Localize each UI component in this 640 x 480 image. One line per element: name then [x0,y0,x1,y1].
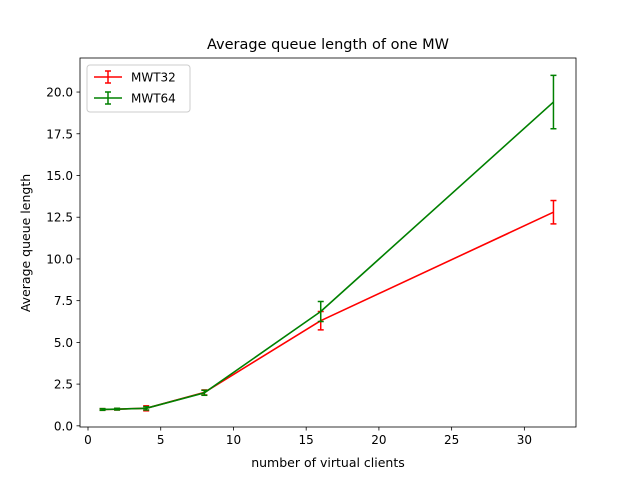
legend: MWT32 MWT64 [86,64,191,113]
plot-frame [79,57,577,428]
y-tick-label: 7.5 [54,294,73,308]
error-bar [317,300,324,323]
x-tick-label: 30 [517,433,532,447]
y-axis: 0.0 2.5 5.0 7.5 10.0 12.5 15.0 17.5 20.0 [46,86,80,433]
error-bar [114,407,121,411]
x-tick-label: 10 [226,433,241,447]
x-tick-label: 20 [371,433,386,447]
x-tick-label: 25 [444,433,459,447]
series-1 [99,74,557,412]
y-tick-label: 2.5 [54,378,73,392]
x-axis-label: number of virtual clients [251,455,405,470]
plot-area [79,57,577,428]
x-tick-label: 0 [84,433,92,447]
y-tick-label: 0.0 [54,419,73,433]
chart-title: Average queue length of one MW [207,37,449,53]
error-bar [550,199,557,225]
x-tick-label: 15 [299,433,314,447]
y-axis-label: Average queue length [18,174,33,312]
error-bar [550,74,557,130]
y-tick-label: 17.5 [46,127,73,141]
x-axis: 0 5 10 15 20 25 30 [84,427,532,447]
error-bar [201,389,208,397]
legend-entry-1: MWT64 [94,91,176,106]
error-bar [99,407,106,412]
error-bar [143,405,150,411]
legend-label: MWT64 [131,92,176,106]
legend-label: MWT32 [131,71,176,85]
series-line [102,101,554,411]
legend-entry-0: MWT32 [94,70,176,85]
y-tick-label: 20.0 [46,86,73,100]
y-tick-label: 12.5 [46,211,73,225]
y-tick-label: 15.0 [46,169,73,183]
x-tick-label: 5 [157,433,165,447]
y-tick-label: 10.0 [46,252,73,266]
y-tick-label: 5.0 [54,336,73,350]
